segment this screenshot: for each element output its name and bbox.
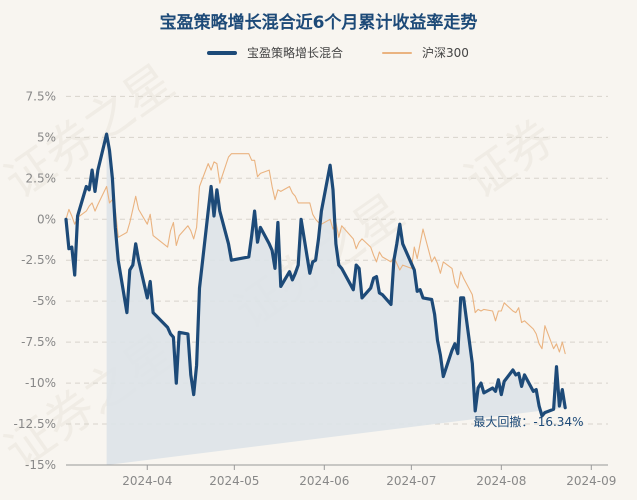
chart-title: 宝盈策略增长混合近6个月累计收益率走势 <box>159 13 478 33</box>
legend-item-index: 沪深300 <box>382 44 469 61</box>
legend-label-index: 沪深300 <box>422 46 469 60</box>
legend: 宝盈策略增长混合 沪深300 <box>0 44 637 64</box>
x-tick-label: 2024-04 <box>122 474 172 488</box>
series-line-fund <box>64 132 567 418</box>
watermark: 证券 <box>455 109 566 210</box>
max-drawdown-label: 最大回撤：-16.34% <box>473 414 583 429</box>
legend-item-fund: 宝盈策略增长混合 <box>207 44 343 61</box>
y-tick-label: -5% <box>33 294 56 308</box>
legend-swatch-fund <box>207 50 237 55</box>
y-tick-label: 5% <box>37 130 56 144</box>
y-tick-label: 0% <box>37 212 56 226</box>
y-tick-label: 2.5% <box>26 171 57 185</box>
y-tick-label: 7.5% <box>26 89 57 103</box>
y-tick-label: -12.5% <box>14 417 56 431</box>
y-tick-label: -10% <box>25 376 56 390</box>
y-tick-label: -15% <box>25 458 56 472</box>
y-tick-label: -2.5% <box>21 253 56 267</box>
x-tick-label: 2024-06 <box>299 474 349 488</box>
x-tick-label: 2024-08 <box>476 474 526 488</box>
x-tick-label: 2024-09 <box>566 474 616 488</box>
x-tick-label: 2024-07 <box>386 474 436 488</box>
x-tick-label: 2024-05 <box>209 474 259 488</box>
legend-swatch-index <box>382 51 412 54</box>
watermark: 证券之星 <box>0 54 184 210</box>
legend-label-fund: 宝盈策略增长混合 <box>247 46 344 60</box>
y-tick-label: -7.5% <box>21 335 56 349</box>
